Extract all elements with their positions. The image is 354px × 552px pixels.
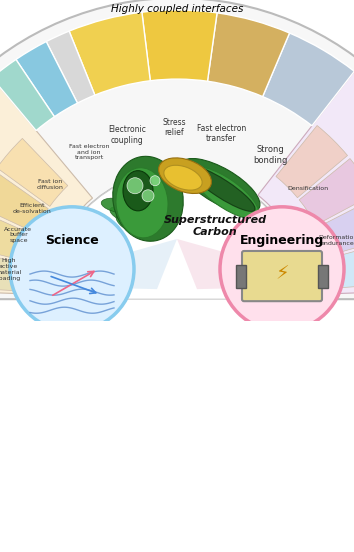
Text: Each characteristic displayed in an
integral part in ensuring the
function of th: Each characteristic displayed in an inte… [0,354,354,509]
Wedge shape [0,60,55,131]
Ellipse shape [116,215,150,237]
Circle shape [142,190,154,202]
Text: Highly coupled interfaces: Highly coupled interfaces [111,4,243,14]
Ellipse shape [191,167,259,219]
Ellipse shape [113,156,183,241]
Wedge shape [69,12,150,95]
Wedge shape [258,66,354,295]
Wedge shape [0,0,354,299]
Text: Deformation
endurance: Deformation endurance [318,235,354,246]
Polygon shape [10,239,177,289]
Wedge shape [0,171,48,232]
Ellipse shape [130,213,160,239]
Bar [236,264,246,288]
Polygon shape [177,239,345,289]
Wedge shape [263,33,354,126]
Text: High
active
material
loading: High active material loading [0,258,22,280]
Circle shape [127,178,143,194]
Text: Accurate
buffer
space: Accurate buffer space [5,226,33,243]
Ellipse shape [159,158,211,194]
Text: Strong
bonding: Strong bonding [253,146,287,165]
Text: Engineering: Engineering [240,235,324,247]
FancyBboxPatch shape [242,251,322,301]
Text: Densification: Densification [287,187,329,192]
Wedge shape [142,10,217,81]
Circle shape [150,176,160,185]
Wedge shape [49,171,305,299]
Ellipse shape [101,198,139,214]
Bar [318,264,328,288]
Wedge shape [46,31,95,103]
Wedge shape [16,41,78,116]
Ellipse shape [110,206,146,225]
Wedge shape [299,158,354,225]
Ellipse shape [189,166,255,211]
Wedge shape [0,208,33,261]
Text: Electronic
coupling: Electronic coupling [108,125,146,145]
Ellipse shape [164,165,202,190]
Wedge shape [276,125,348,198]
Text: Stress
relief: Stress relief [162,118,186,137]
Ellipse shape [180,158,260,213]
Wedge shape [207,13,290,97]
Ellipse shape [123,171,153,211]
Text: Efficient
de-solvation: Efficient de-solvation [13,203,51,214]
Wedge shape [0,249,24,291]
Text: Fast ion
diffusion: Fast ion diffusion [36,179,63,190]
Text: Fast electron
transfer: Fast electron transfer [196,124,246,143]
Text: Fast electron
and ion
transport: Fast electron and ion transport [69,144,109,160]
Circle shape [10,207,134,331]
Wedge shape [0,72,92,295]
Text: ⚡: ⚡ [275,264,289,284]
Wedge shape [317,198,354,256]
Text: Science: Science [45,235,99,247]
Wedge shape [329,241,354,288]
Text: Superstructured
Carbon: Superstructured Carbon [164,215,267,237]
Wedge shape [0,139,68,206]
Circle shape [220,207,344,331]
Ellipse shape [116,168,168,238]
